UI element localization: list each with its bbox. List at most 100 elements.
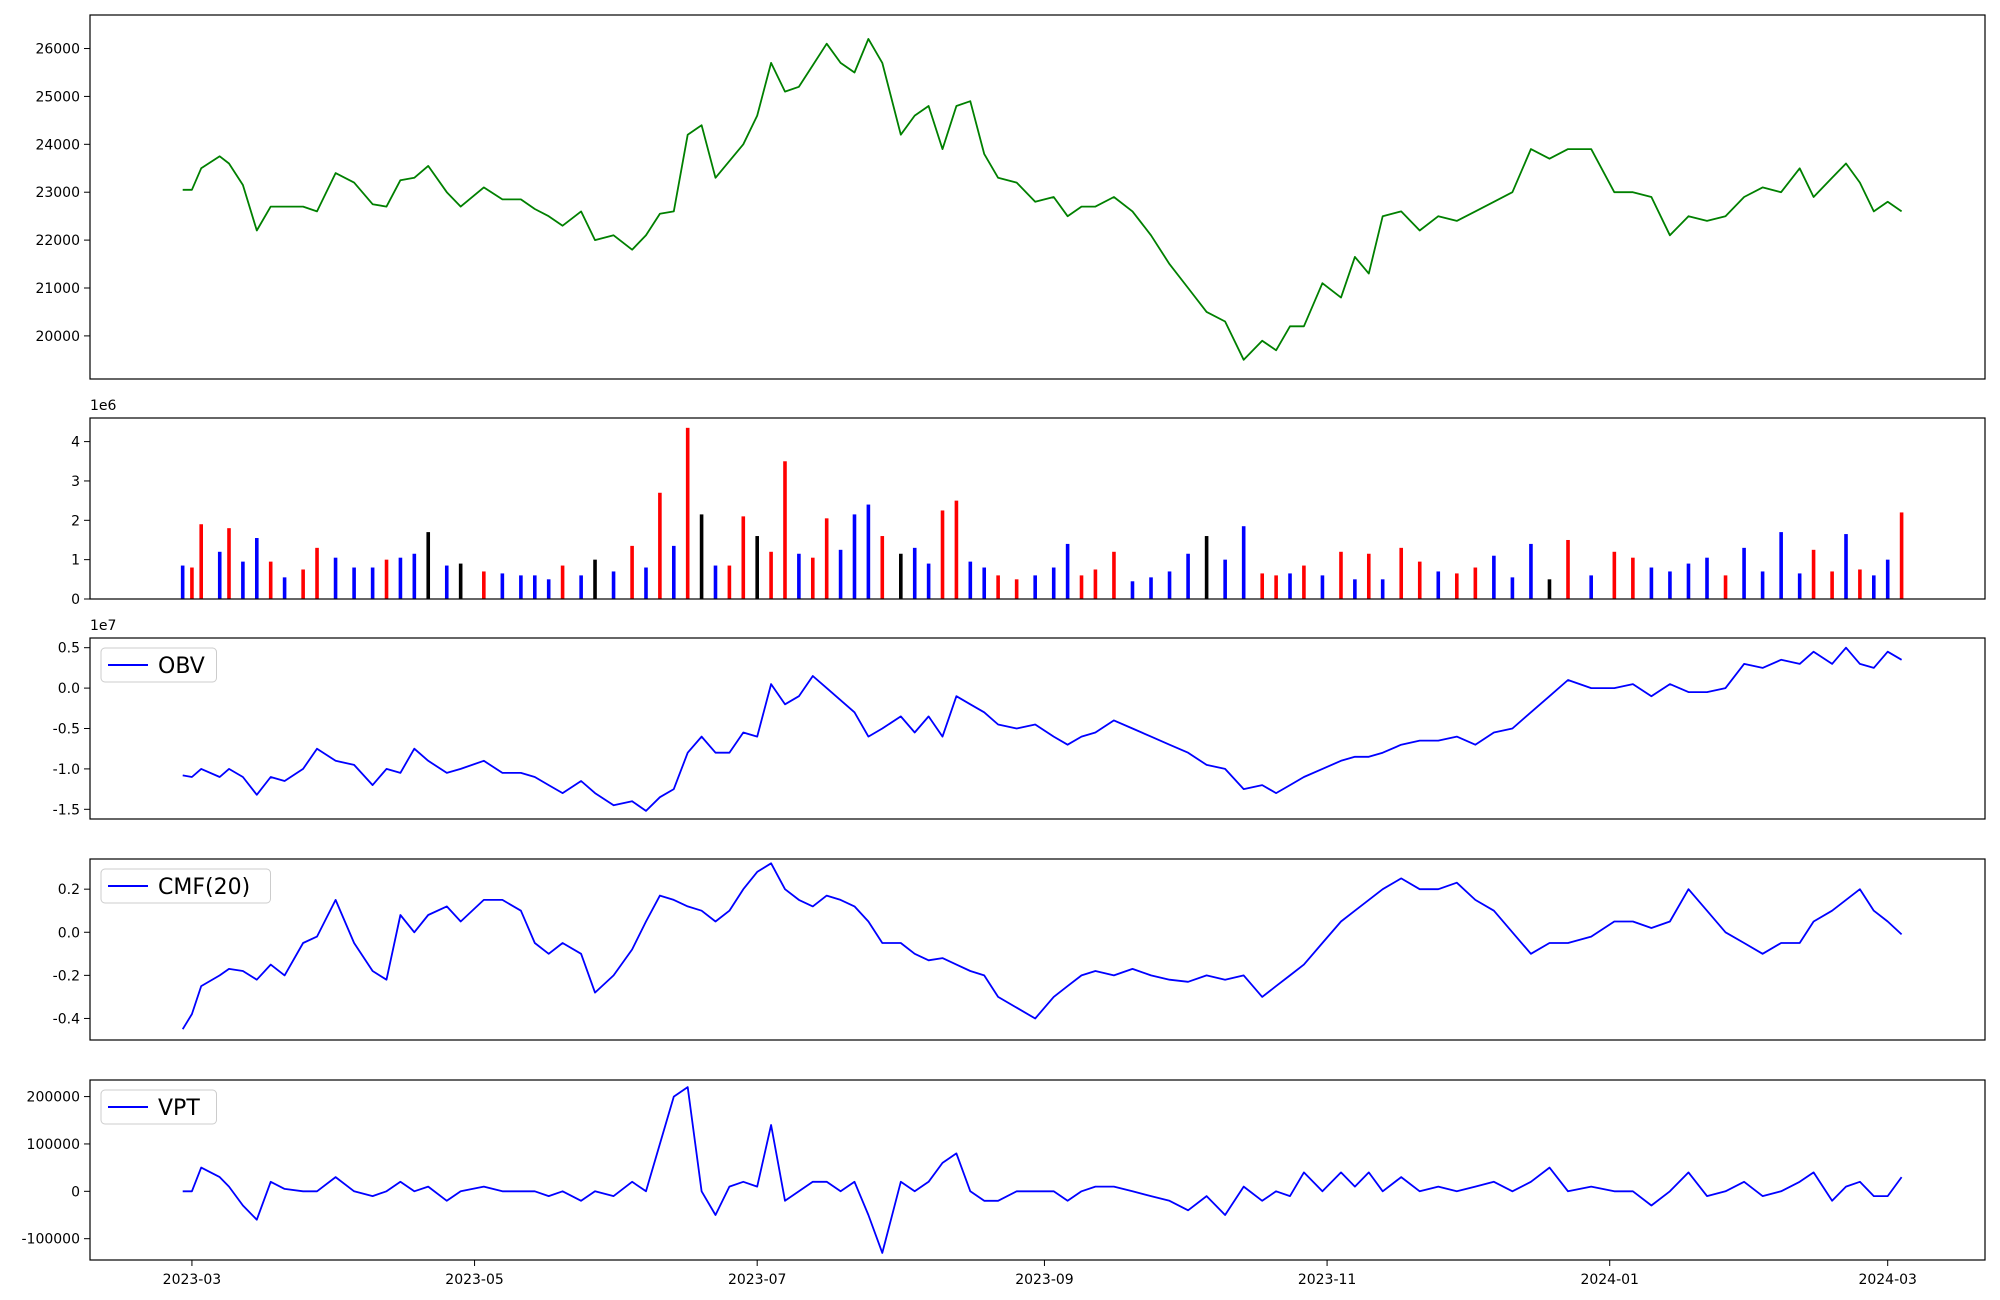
legend-label: OBV (158, 654, 205, 679)
price-ytick-label: 24000 (35, 137, 80, 153)
volume-bar (1455, 573, 1459, 599)
volume-bar (333, 557, 338, 599)
volume-bar (398, 557, 403, 599)
volume-bar (1612, 551, 1617, 599)
volume-bar (1320, 575, 1325, 599)
volume-bar (1830, 571, 1834, 599)
volume-bar (199, 524, 203, 599)
price-line (182, 38, 1903, 361)
volume-bar (1033, 575, 1037, 599)
volume-bar (713, 565, 718, 599)
volume-exponent-label: 1e6 (90, 398, 117, 414)
vpt-ytick-label: -100000 (22, 1232, 81, 1248)
volume-bar (1797, 573, 1802, 599)
volume-bar (1186, 553, 1190, 599)
cmf-ytick-label: 0.2 (58, 882, 80, 898)
price-axes-frame (89, 14, 1986, 380)
obv-ytick-label: 0.5 (58, 641, 80, 657)
volume-bar (301, 569, 305, 599)
volume-bar (1510, 577, 1515, 599)
vpt-axes-frame (89, 1079, 1986, 1261)
volume-bar (384, 559, 389, 599)
volume-bar (1353, 579, 1357, 599)
obv-ytick-label: -1.0 (53, 762, 80, 778)
price-panel: 20000 21000 22000 23000 24000 25000 26000 (35, 14, 1986, 380)
vpt-ytick-label: 200000 (27, 1090, 80, 1106)
legend-box (100, 647, 217, 683)
vpt-ytick-label: 0 (71, 1184, 80, 1200)
volume-ytick-label: 4 (71, 435, 80, 451)
cmf-legend: CMF(20) (100, 868, 271, 904)
volume-bar (727, 565, 732, 599)
volume-bar (1473, 567, 1478, 599)
volume-bar (1093, 569, 1098, 599)
volume-bar (1241, 526, 1246, 599)
volume-bar (1899, 512, 1904, 599)
volume-bar (783, 461, 787, 599)
volume-bar (352, 567, 356, 599)
xtick-label: 2023-11 (1298, 1272, 1357, 1288)
obv-ytick-label: 0.0 (58, 681, 80, 697)
volume-bar (254, 538, 259, 599)
volume-bar (1079, 575, 1084, 599)
volume-bar (1223, 559, 1227, 599)
volume-bar (1566, 539, 1570, 599)
volume-bar (1668, 571, 1672, 599)
volume-bar (1723, 575, 1728, 599)
volume-bar (866, 504, 871, 599)
volume-bar (880, 536, 885, 599)
volume-bar (1844, 534, 1848, 599)
cmf-ytick-label: -0.4 (53, 1011, 80, 1027)
volume-bar (1260, 573, 1265, 599)
xtick-label: 2023-03 (163, 1272, 222, 1288)
volume-bar (1631, 557, 1635, 599)
xtick-label: 2023-07 (728, 1272, 787, 1288)
volume-bar (1492, 555, 1496, 599)
volume-bar (824, 518, 829, 599)
volume-bar (282, 577, 287, 599)
volume-bar (741, 516, 746, 599)
volume-bar (1167, 571, 1172, 599)
volume-bar (546, 579, 551, 599)
cmf-axes-frame (89, 858, 1986, 1041)
price-ytick-label: 26000 (35, 42, 80, 58)
volume-bar (458, 563, 463, 599)
cmf-panel: -0.4 -0.2 0.0 0.2 CMF(20) (53, 858, 1986, 1041)
volume-bar (1339, 551, 1343, 599)
volume-bar (1547, 579, 1552, 599)
volume-bar (412, 553, 417, 599)
volume-bar (579, 575, 583, 599)
volume-bar (755, 536, 759, 599)
volume-bar (1436, 571, 1441, 599)
volume-ytick-label: 3 (71, 474, 80, 490)
volume-bar (1149, 577, 1153, 599)
legend-label: VPT (158, 1096, 200, 1121)
volume-bar (227, 528, 231, 599)
price-ytick-label: 23000 (35, 185, 80, 201)
volume-bar (644, 567, 648, 599)
volume-bar (852, 514, 857, 599)
volume-bar (685, 427, 690, 599)
volume-ytick-label: 2 (71, 513, 80, 529)
vpt-ytick-label: 100000 (27, 1137, 80, 1153)
volume-bar (217, 551, 222, 599)
volume-bar (1288, 573, 1292, 599)
volume-bar (982, 567, 987, 599)
price-ytick-label: 25000 (35, 89, 80, 105)
volume-bar (1872, 575, 1876, 599)
price-ytick-label: 22000 (35, 233, 80, 249)
volume-bar (1380, 579, 1385, 599)
volume-bar (838, 549, 843, 599)
volume-bar (926, 563, 931, 599)
volume-bar (699, 514, 704, 599)
volume-bar (500, 573, 505, 599)
obv-exponent-label: 1e7 (90, 618, 116, 634)
volume-bar (1885, 559, 1890, 599)
legend-box (100, 868, 271, 904)
volume-bar (940, 510, 945, 599)
volume-bar (1014, 579, 1019, 599)
volume-bar (810, 557, 815, 599)
volume-bar (1529, 543, 1533, 599)
volume-bar (658, 492, 662, 599)
